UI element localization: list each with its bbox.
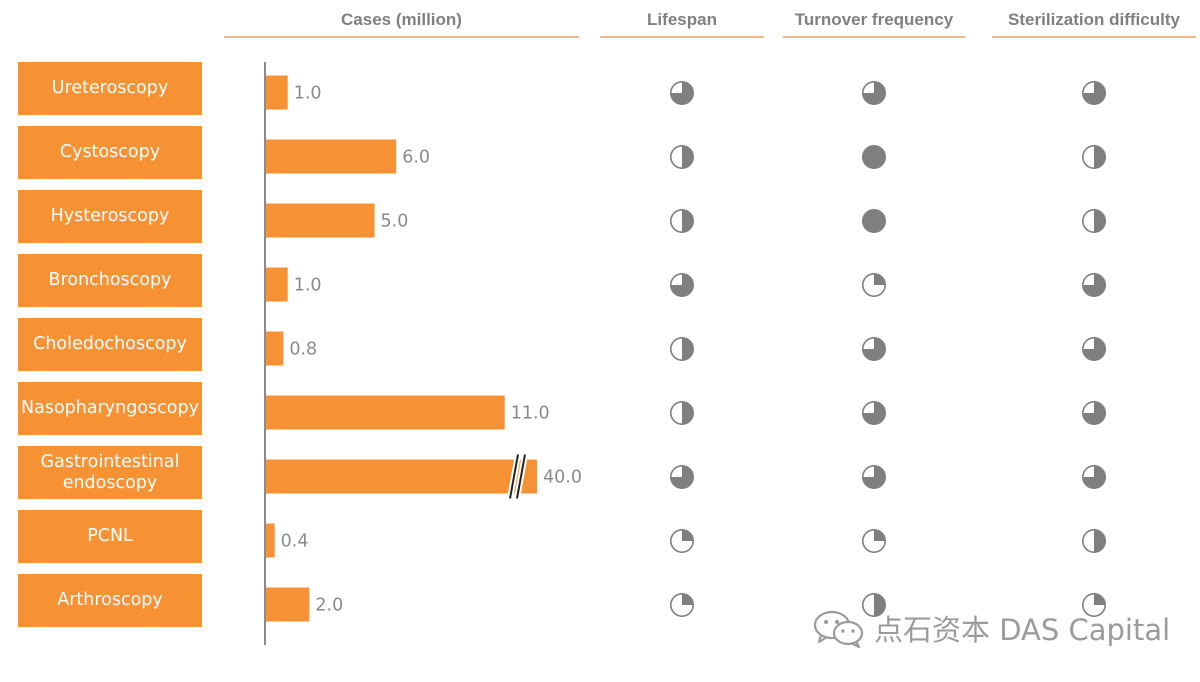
harvey-ball-turnover [862,336,886,361]
harvey-ball-sterilization [1082,528,1106,553]
watermark: 点石资本 DAS Capital [812,608,1170,648]
category-label: Ureteroscopy [18,62,202,115]
category-label: Hysteroscopy [18,190,202,243]
bar [266,331,284,366]
header-sterilization-rule [992,36,1196,38]
harvey-ball-lifespan [670,144,694,169]
bar-value-label: 0.8 [289,340,317,360]
harvey-ball-lifespan [670,528,694,553]
axis-break-mark [516,454,526,499]
harvey-ball-turnover [862,528,886,553]
harvey-ball-sterilization [1082,272,1106,297]
harvey-ball-lifespan [670,464,694,489]
bar-value-label: 40.0 [543,468,582,488]
harvey-ball-sterilization [1082,144,1106,169]
header-cases: Cases (million) [341,10,462,29]
category-label: PCNL [18,510,202,563]
harvey-ball-turnover [862,464,886,489]
harvey-ball-sterilization [1082,208,1106,233]
header-sterilization: Sterilization difficulty [1008,10,1180,29]
harvey-ball-lifespan [670,208,694,233]
harvey-ball-turnover [862,272,886,297]
harvey-ball-turnover [862,144,886,169]
header-turnover: Turnover frequency [794,10,954,29]
category-label: Gastrointestinal endoscopy [18,446,202,499]
bar [266,75,288,110]
bar-value-label: 6.0 [402,148,430,168]
category-label: Choledochoscopy [18,318,202,371]
harvey-ball-sterilization [1082,592,1106,617]
bar [266,395,505,430]
harvey-ball-lifespan [670,336,694,361]
harvey-ball-lifespan [670,400,694,425]
header-cases-rule [224,36,579,38]
bar-value-label: 2.0 [315,596,343,616]
bar [266,203,375,238]
bar [266,587,310,622]
category-label: Cystoscopy [18,126,202,179]
harvey-ball-turnover [862,208,886,233]
category-label: Nasopharyngoscopy [18,382,202,435]
bar [266,267,288,302]
header-turnover-rule [783,36,965,38]
bar-value-label: 1.0 [294,276,322,296]
bar-value-label: 11.0 [511,404,550,424]
bar [266,459,537,494]
harvey-ball-lifespan [670,592,694,617]
bar-value-label: 5.0 [381,212,409,232]
bar [266,523,275,558]
wechat-icon [813,610,864,648]
harvey-ball-sterilization [1082,464,1106,489]
header-lifespan-rule [600,36,764,38]
harvey-ball-sterilization [1082,400,1106,425]
harvey-ball-sterilization [1082,336,1106,361]
harvey-ball-sterilization [1082,80,1106,105]
bar [266,139,397,174]
bar-value-label: 0.4 [281,532,309,552]
watermark-text: 点石资本 DAS Capital [874,613,1171,647]
harvey-ball-lifespan [670,80,694,105]
harvey-ball-turnover [862,80,886,105]
bar-value-label: 1.0 [294,84,322,104]
harvey-ball-turnover [862,400,886,425]
category-label: Arthroscopy [18,574,202,627]
axis-break-mark [509,454,519,499]
header-lifespan: Lifespan [647,10,717,29]
harvey-ball-turnover [862,592,886,617]
category-label: Bronchoscopy [18,254,202,307]
harvey-ball-lifespan [670,272,694,297]
